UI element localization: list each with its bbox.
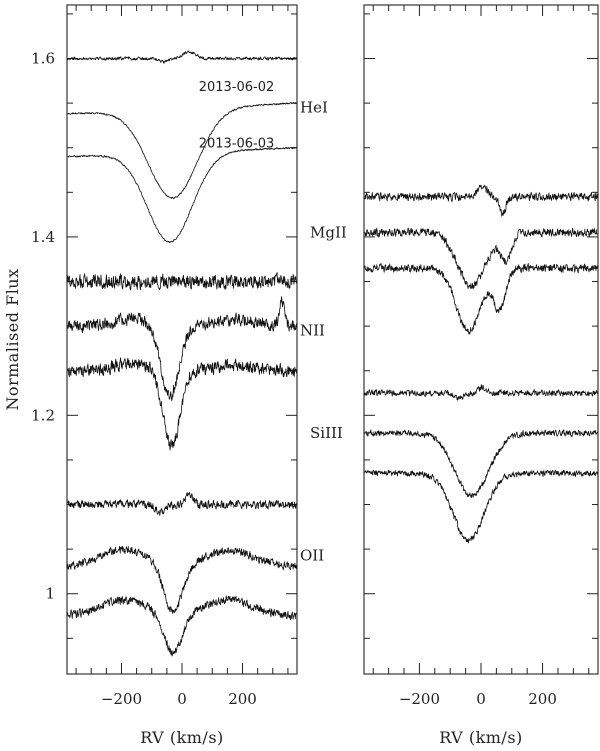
x-tick-label: 0 — [177, 690, 187, 708]
spectrum-nii-2013-06-03 — [67, 357, 297, 451]
y-tick-label: 1.6 — [31, 50, 55, 68]
right-panel-frame — [363, 4, 599, 675]
spectrum-hei-2013-06-02 — [67, 102, 297, 200]
line-label-nii: NII — [300, 322, 325, 340]
x-tick-label: 200 — [228, 690, 257, 708]
y-tick-label: 1.4 — [31, 228, 55, 246]
spectrum-mgii-2013-06-02 — [364, 227, 598, 289]
y-axis-label: Normalised Flux — [3, 268, 22, 410]
spectrum-nii-2013-06-02 — [67, 296, 297, 402]
x-tick-label: 0 — [476, 690, 486, 708]
spectrum-siiii-2013-06-02 — [364, 429, 598, 498]
right-x-axis-label: RV (km/s) — [439, 728, 523, 747]
x-tick-label: 200 — [528, 690, 557, 708]
right-panel-ticks — [364, 5, 598, 674]
right-panel: −200 0 200 MgII SiIII RV (km/s) — [310, 4, 599, 747]
right-panel-traces — [364, 184, 598, 544]
date-annotation-1: 2013-06-02 — [199, 80, 275, 95]
spectrum-oii-2013-06-02 — [67, 545, 297, 614]
line-label-siiii: SiIII — [310, 424, 343, 442]
left-panel-traces — [67, 50, 297, 657]
line-label-oii: OII — [300, 546, 324, 564]
line-label-mgii: MgII — [310, 223, 347, 241]
left-x-axis-label: RV (km/s) — [140, 728, 224, 747]
spectrum-siiii-2013-06-03 — [364, 469, 598, 544]
left-panel-line-labels: HeI NII OII — [300, 99, 328, 565]
y-tick-label: 1.2 — [31, 406, 55, 424]
right-panel-line-labels: MgII SiIII — [310, 223, 347, 442]
left-panel: −200 0 200 1 1.2 1.4 1.6 HeI NII OII RV (km/s) N… — [3, 4, 328, 747]
spectrum-oii-2013-06-03 — [67, 595, 297, 657]
left-panel-frame — [66, 4, 298, 675]
spectrum-mgii-2013-06-03 — [364, 263, 598, 335]
left-panel-tick-labels: −200 0 200 1 1.2 1.4 1.6 — [31, 50, 257, 708]
date-annotation-2: 2013-06-03 — [199, 136, 275, 151]
spectrum-hei-difference — [67, 50, 297, 64]
spectrum-mgii-difference — [364, 184, 598, 217]
spectrum-hei-2013-06-03 — [67, 146, 297, 243]
line-label-hei: HeI — [300, 99, 328, 117]
spectrum-oii-difference — [67, 492, 297, 516]
y-tick-label: 1 — [45, 585, 55, 603]
spectrum-nii-difference — [67, 272, 297, 291]
right-panel-tick-labels: −200 0 200 — [399, 690, 557, 708]
spectrum-siiii-difference — [364, 384, 598, 401]
x-tick-label: −200 — [399, 690, 440, 708]
x-tick-label: −200 — [101, 690, 142, 708]
